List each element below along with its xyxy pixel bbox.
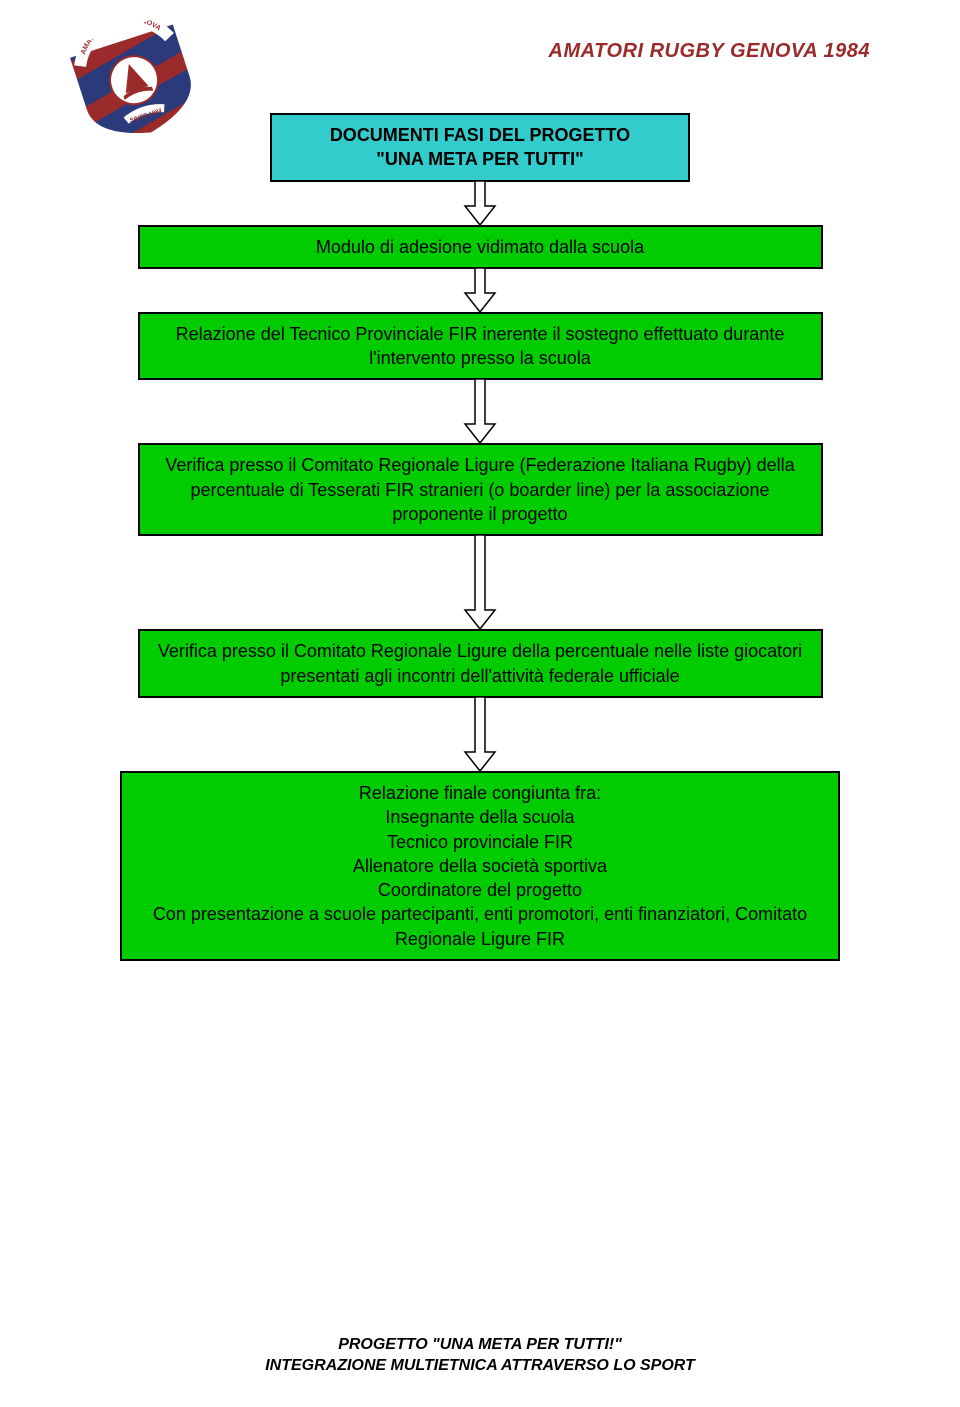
flowchart-final-box: Relazione finale congiunta fra: Insegnan… xyxy=(120,771,840,961)
flowchart-step: Modulo di adesione vidimato dalla scuola xyxy=(138,225,823,269)
final-line: Tecnico provinciale FIR xyxy=(387,832,573,852)
final-line: Allenatore della società sportiva xyxy=(353,856,607,876)
page-header-title: AMATORI RUGBY GENOVA 1984 xyxy=(90,40,870,63)
final-line: Insegnante della scuola xyxy=(385,807,574,827)
arrow-down-icon xyxy=(460,181,500,226)
arrow-down-icon xyxy=(460,697,500,772)
club-logo: AMATORI RUGBY GENOVA SINCE 1984 xyxy=(47,8,224,159)
flowchart-step: Verifica presso il Comitato Regionale Li… xyxy=(138,443,823,536)
flowchart-title-box: DOCUMENTI FASI DEL PROGETTO "UNA META PE… xyxy=(270,113,690,182)
arrow-down-icon xyxy=(460,379,500,444)
title-line-2: "UNA META PER TUTTI" xyxy=(376,149,583,169)
arrow-down-icon xyxy=(460,535,500,630)
footer-line-2: INTEGRAZIONE MULTIETNICA ATTRAVERSO LO S… xyxy=(265,1357,695,1374)
flowchart-step: Verifica presso il Comitato Regionale Li… xyxy=(138,629,823,698)
title-line-1: DOCUMENTI FASI DEL PROGETTO xyxy=(330,125,630,145)
arrow-down-icon xyxy=(460,268,500,313)
footer-line-1: PROGETTO "UNA META PER TUTTI!" xyxy=(338,1336,622,1353)
page-footer: PROGETTO "UNA META PER TUTTI!" INTEGRAZI… xyxy=(265,1334,695,1377)
final-line: Coordinatore del progetto xyxy=(378,880,582,900)
final-line: Relazione finale congiunta fra: xyxy=(359,783,601,803)
flowchart-step: Relazione del Tecnico Provinciale FIR in… xyxy=(138,312,823,381)
final-line: Con presentazione a scuole partecipanti,… xyxy=(153,904,807,948)
